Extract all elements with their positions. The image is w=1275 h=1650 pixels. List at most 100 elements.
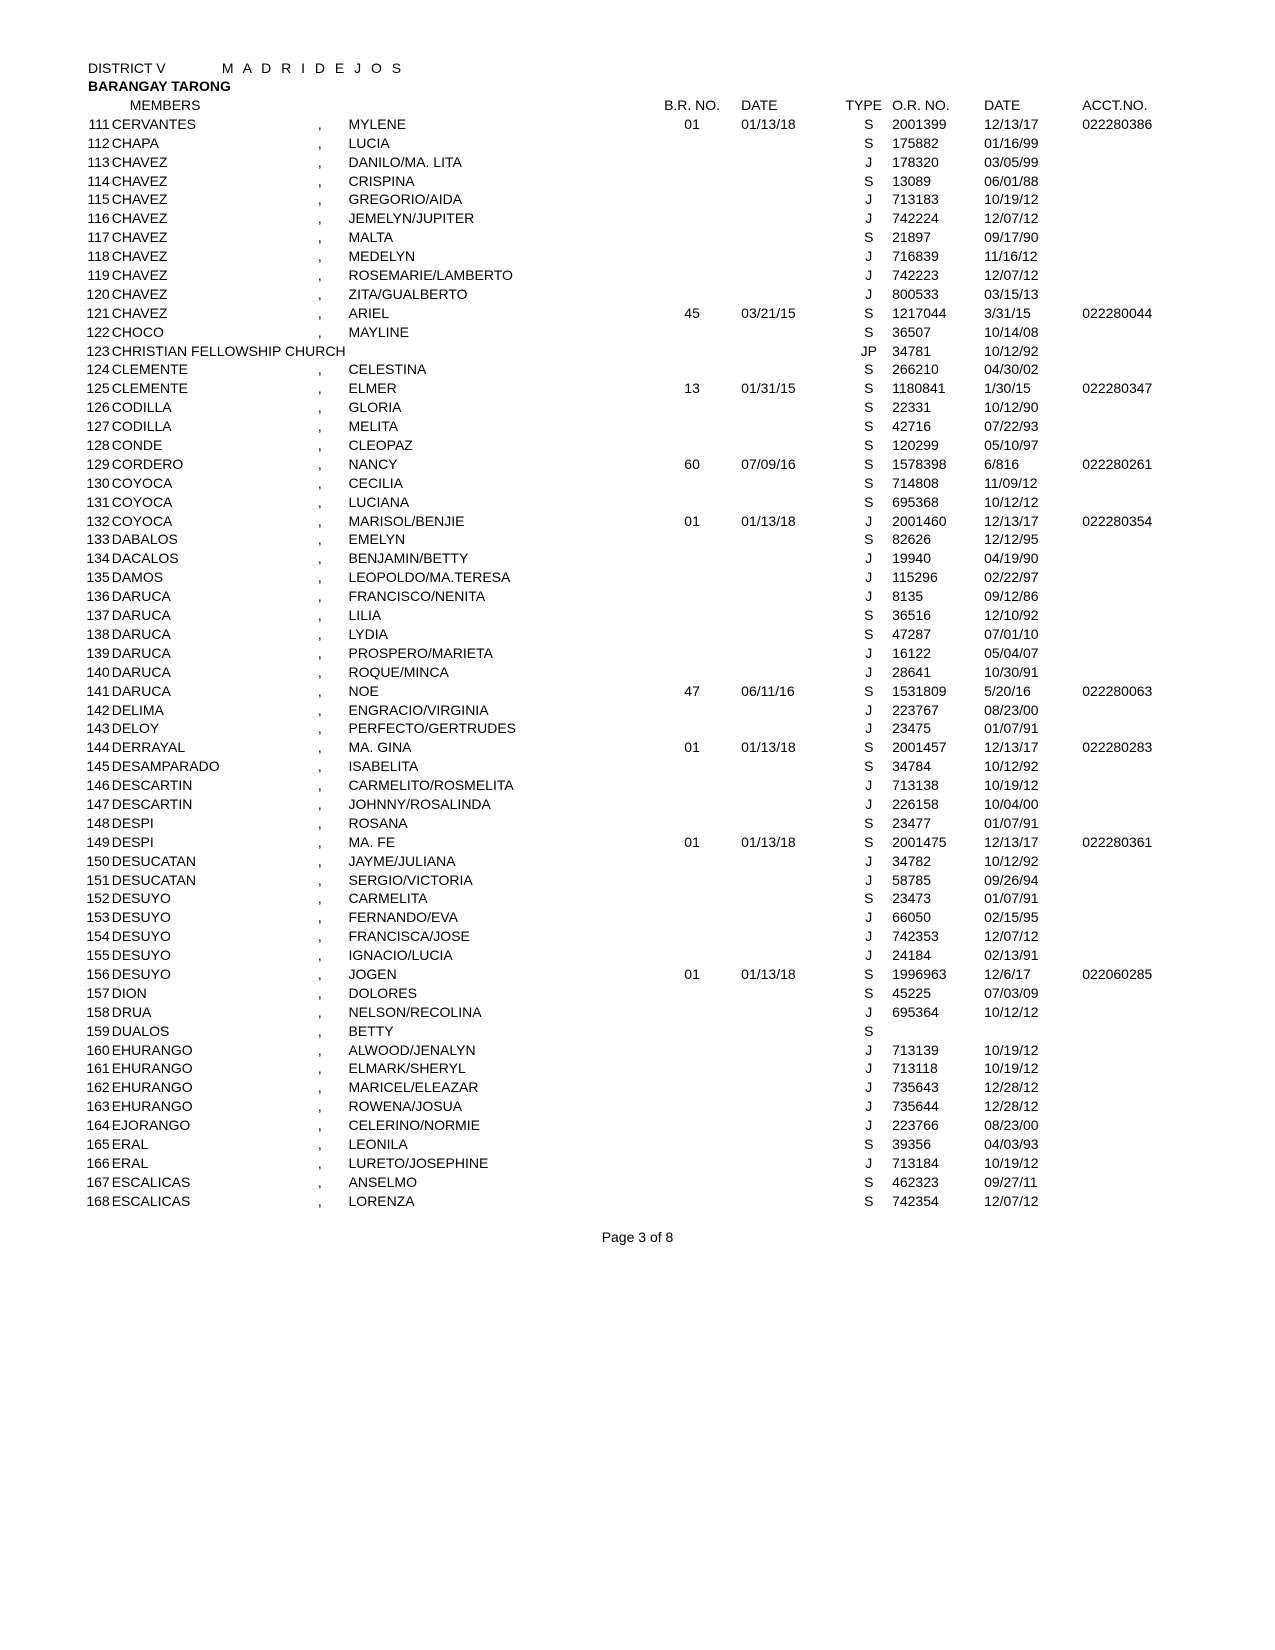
row-number: 146 <box>70 776 112 795</box>
br-date <box>741 889 845 908</box>
or-date: 09/26/94 <box>984 871 1082 890</box>
br-no <box>643 530 741 549</box>
or-no: 39356 <box>892 1135 984 1154</box>
br-no <box>643 871 741 890</box>
row-number: 156 <box>70 965 112 984</box>
table-row: 130COYOCA,CECILIAS71480811/09/12 <box>70 474 1205 493</box>
comma: , <box>318 1173 349 1192</box>
br-date: 01/13/18 <box>741 833 845 852</box>
or-no: 21897 <box>892 228 984 247</box>
or-no: 1578398 <box>892 455 984 474</box>
type: S <box>845 833 892 852</box>
row-number: 123 <box>70 342 112 361</box>
or-date: 12/6/17 <box>984 965 1082 984</box>
district-label: DISTRICT V <box>88 60 218 76</box>
table-row: 132COYOCA,MARISOL/BENJIE0101/13/18J20014… <box>70 512 1205 531</box>
br-date <box>741 1059 845 1078</box>
comma: , <box>318 738 349 757</box>
br-date <box>741 757 845 776</box>
last-name: DELIMA <box>112 701 318 720</box>
first-name: CECILIA <box>349 474 643 493</box>
last-name: CHAPA <box>112 134 318 153</box>
row-number: 143 <box>70 719 112 738</box>
acct-no: 022280386 <box>1082 115 1205 134</box>
br-date: 01/13/18 <box>741 512 845 531</box>
table-row: 154DESUYO,FRANCISCA/JOSEJ74235312/07/12 <box>70 927 1205 946</box>
type: S <box>845 455 892 474</box>
or-no: 16122 <box>892 644 984 663</box>
last-name: DARUCA <box>112 644 318 663</box>
last-name: DARUCA <box>112 682 318 701</box>
first-name: LILIA <box>349 606 643 625</box>
first-name: FRANCISCA/JOSE <box>349 927 643 946</box>
br-no <box>643 795 741 814</box>
first-name: NANCY <box>349 455 643 474</box>
first-name: LUCIA <box>349 134 643 153</box>
first-name: MAYLINE <box>349 323 643 342</box>
or-no: 36507 <box>892 323 984 342</box>
table-row: 163EHURANGO,ROWENA/JOSUAJ73564412/28/12 <box>70 1097 1205 1116</box>
br-date <box>741 134 845 153</box>
table-row: 123CHRISTIAN FELLOWSHIP CHURCHJP3478110/… <box>70 342 1205 361</box>
table-row: 113CHAVEZ,DANILO/MA. LITAJ17832003/05/99 <box>70 153 1205 172</box>
first-name: CARMELITA <box>349 889 643 908</box>
type: J <box>845 247 892 266</box>
acct-no <box>1082 568 1205 587</box>
acct-no <box>1082 247 1205 266</box>
or-no: 713138 <box>892 776 984 795</box>
or-no: 695368 <box>892 493 984 512</box>
acct-no <box>1082 871 1205 890</box>
or-date: 12/10/92 <box>984 606 1082 625</box>
table-row: 144DERRAYAL,MA. GINA0101/13/18S200145712… <box>70 738 1205 757</box>
br-no <box>643 323 741 342</box>
comma: , <box>318 115 349 134</box>
or-no: 36516 <box>892 606 984 625</box>
or-no: 1996963 <box>892 965 984 984</box>
comma: , <box>318 1078 349 1097</box>
row-number: 167 <box>70 1173 112 1192</box>
first-name: MALTA <box>349 228 643 247</box>
comma: , <box>318 682 349 701</box>
br-no <box>643 417 741 436</box>
type: J <box>845 1097 892 1116</box>
acct-no <box>1082 757 1205 776</box>
br-date <box>741 625 845 644</box>
table-row: 138DARUCA,LYDIAS4728707/01/10 <box>70 625 1205 644</box>
table-row: 131COYOCA,LUCIANAS69536810/12/12 <box>70 493 1205 512</box>
br-no <box>643 209 741 228</box>
table-row: 157DION,DOLORESS4522507/03/09 <box>70 984 1205 1003</box>
first-name: JOHNNY/ROSALINDA <box>349 795 643 814</box>
comma: , <box>318 814 349 833</box>
or-date: 12/13/17 <box>984 738 1082 757</box>
last-name: DARUCA <box>112 625 318 644</box>
table-row: 150DESUCATAN,JAYME/JULIANAJ3478210/12/92 <box>70 852 1205 871</box>
comma: , <box>318 247 349 266</box>
br-date: 01/13/18 <box>741 965 845 984</box>
acct-no <box>1082 1022 1205 1041</box>
type: J <box>845 1116 892 1135</box>
br-no <box>643 1192 741 1211</box>
last-name: CORDERO <box>112 455 318 474</box>
row-number: 158 <box>70 1003 112 1022</box>
table-row: 146DESCARTIN,CARMELITO/ROSMELITAJ7131381… <box>70 776 1205 795</box>
or-no: 735644 <box>892 1097 984 1116</box>
or-date: 10/12/92 <box>984 342 1082 361</box>
or-no: 1531809 <box>892 682 984 701</box>
or-date: 10/12/12 <box>984 493 1082 512</box>
type: J <box>845 1003 892 1022</box>
acct-no <box>1082 908 1205 927</box>
comma: , <box>318 606 349 625</box>
table-row: 127CODILLA,MELITAS4271607/22/93 <box>70 417 1205 436</box>
table-row: 133DABALOS,EMELYNS8262612/12/95 <box>70 530 1205 549</box>
br-date <box>741 568 845 587</box>
first-name: GLORIA <box>349 398 643 417</box>
table-row: 119CHAVEZ,ROSEMARIE/LAMBERTOJ74222312/07… <box>70 266 1205 285</box>
type: S <box>845 134 892 153</box>
type: J <box>845 852 892 871</box>
br-date <box>741 1135 845 1154</box>
acct-no <box>1082 549 1205 568</box>
type: S <box>845 530 892 549</box>
acct-no <box>1082 360 1205 379</box>
row-number: 130 <box>70 474 112 493</box>
br-date: 07/09/16 <box>741 455 845 474</box>
